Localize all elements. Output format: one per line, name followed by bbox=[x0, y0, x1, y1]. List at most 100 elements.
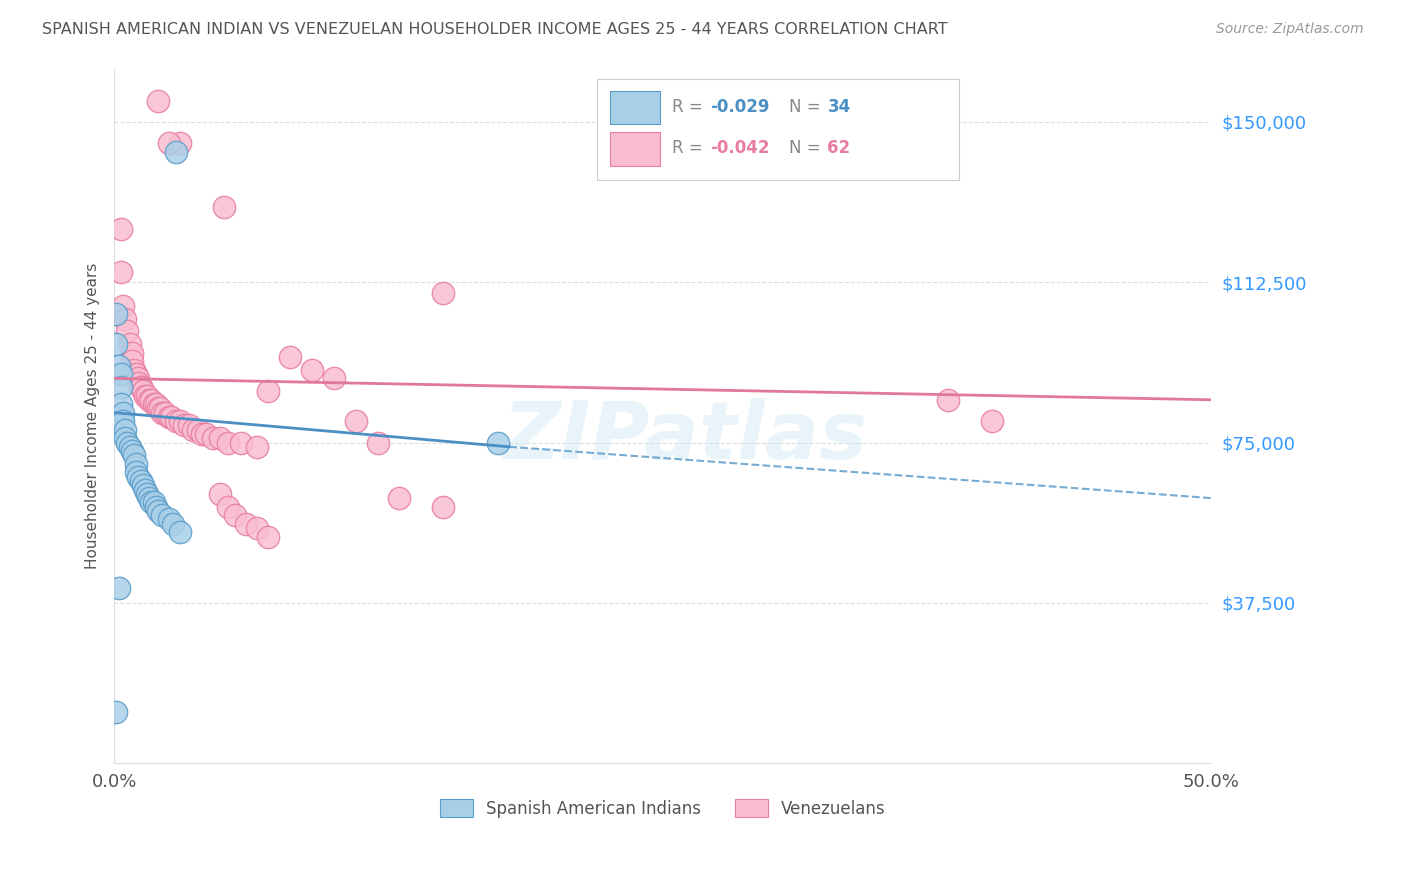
Point bbox=[118, 337, 141, 351]
Point bbox=[146, 401, 169, 416]
Point bbox=[201, 431, 224, 445]
Point bbox=[278, 350, 301, 364]
Point bbox=[388, 491, 411, 505]
Point bbox=[114, 431, 136, 445]
Point bbox=[138, 491, 160, 505]
Text: N =: N = bbox=[789, 98, 825, 116]
Point bbox=[169, 414, 191, 428]
Text: N =: N = bbox=[789, 139, 825, 157]
FancyBboxPatch shape bbox=[598, 78, 959, 179]
Point bbox=[117, 325, 139, 339]
Point bbox=[169, 136, 191, 151]
Point bbox=[111, 406, 134, 420]
Point bbox=[118, 440, 141, 454]
Point bbox=[301, 363, 323, 377]
Point bbox=[157, 512, 180, 526]
Point bbox=[132, 478, 155, 492]
Point bbox=[129, 380, 152, 394]
Point bbox=[121, 444, 143, 458]
Point bbox=[157, 409, 180, 424]
Point bbox=[105, 307, 128, 321]
Text: ZIPatlas: ZIPatlas bbox=[502, 398, 868, 475]
Point bbox=[246, 521, 269, 535]
Point bbox=[136, 487, 159, 501]
Point bbox=[149, 401, 172, 416]
Point bbox=[105, 337, 128, 351]
Point bbox=[981, 414, 1004, 428]
Text: R =: R = bbox=[672, 98, 707, 116]
Point bbox=[110, 264, 132, 278]
Point bbox=[344, 414, 367, 428]
Point bbox=[195, 427, 218, 442]
Point bbox=[432, 285, 454, 300]
Point bbox=[145, 397, 167, 411]
Text: 34: 34 bbox=[827, 98, 851, 116]
Point bbox=[110, 380, 132, 394]
Point bbox=[127, 469, 149, 483]
Point bbox=[142, 397, 165, 411]
Point bbox=[138, 392, 160, 407]
Point bbox=[367, 435, 389, 450]
Point bbox=[114, 311, 136, 326]
Point bbox=[191, 427, 214, 442]
Point bbox=[169, 525, 191, 540]
Point bbox=[432, 500, 454, 514]
Point bbox=[187, 423, 209, 437]
Point bbox=[134, 483, 156, 497]
Point bbox=[162, 516, 184, 531]
Point bbox=[127, 376, 149, 390]
Text: Source: ZipAtlas.com: Source: ZipAtlas.com bbox=[1216, 22, 1364, 37]
Point bbox=[111, 299, 134, 313]
Point bbox=[146, 504, 169, 518]
Point bbox=[141, 392, 163, 407]
Point bbox=[107, 359, 129, 373]
Point bbox=[141, 495, 163, 509]
Point bbox=[107, 581, 129, 595]
Point bbox=[208, 487, 231, 501]
Point bbox=[157, 136, 180, 151]
Text: R =: R = bbox=[672, 139, 707, 157]
Point bbox=[152, 406, 174, 420]
Point bbox=[165, 414, 187, 428]
Point bbox=[217, 500, 239, 514]
Point bbox=[231, 435, 253, 450]
Point bbox=[146, 94, 169, 108]
Point bbox=[114, 423, 136, 437]
Point bbox=[486, 435, 509, 450]
Point bbox=[110, 397, 132, 411]
Point bbox=[129, 474, 152, 488]
Point bbox=[153, 406, 176, 420]
Point bbox=[142, 495, 165, 509]
Point bbox=[136, 388, 159, 402]
Text: -0.042: -0.042 bbox=[710, 139, 769, 157]
Point bbox=[127, 371, 149, 385]
Point bbox=[129, 380, 152, 394]
Point bbox=[217, 435, 239, 450]
Point bbox=[125, 367, 148, 381]
Point bbox=[132, 384, 155, 399]
Text: -0.029: -0.029 bbox=[710, 98, 769, 116]
Point bbox=[145, 500, 167, 514]
Point bbox=[110, 222, 132, 236]
Legend: Spanish American Indians, Venezuelans: Spanish American Indians, Venezuelans bbox=[433, 793, 893, 824]
Point bbox=[136, 8, 159, 22]
Point bbox=[125, 466, 148, 480]
Point bbox=[165, 145, 187, 159]
Point bbox=[110, 367, 132, 381]
Point bbox=[125, 457, 148, 471]
Point bbox=[177, 418, 200, 433]
Point bbox=[181, 423, 204, 437]
Point bbox=[152, 508, 174, 523]
Point bbox=[246, 440, 269, 454]
Point bbox=[235, 516, 257, 531]
Point bbox=[322, 371, 344, 385]
Point bbox=[134, 388, 156, 402]
Point bbox=[208, 431, 231, 445]
Point bbox=[122, 363, 145, 377]
Point bbox=[212, 201, 235, 215]
Y-axis label: Householder Income Ages 25 - 44 years: Householder Income Ages 25 - 44 years bbox=[86, 262, 100, 569]
Point bbox=[111, 414, 134, 428]
Point bbox=[122, 448, 145, 462]
Point bbox=[105, 705, 128, 719]
FancyBboxPatch shape bbox=[610, 132, 659, 166]
